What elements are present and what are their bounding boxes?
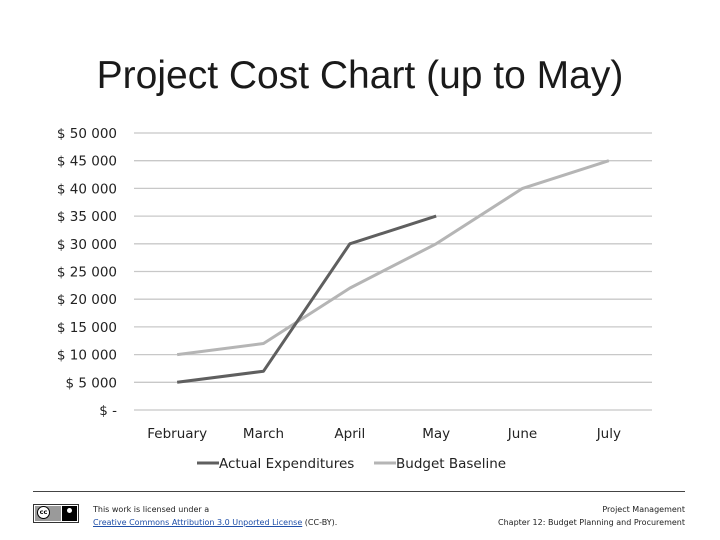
x-tick-label: April bbox=[334, 426, 365, 442]
y-tick-label: $ 20 000 bbox=[57, 292, 117, 308]
x-tick-label: June bbox=[507, 426, 537, 442]
y-tick-label: $ 45 000 bbox=[57, 154, 117, 170]
grid-lines bbox=[134, 132, 652, 411]
footer-divider bbox=[33, 491, 685, 492]
license-notice: This work is licensed under a Creative C… bbox=[93, 503, 337, 529]
chapter-title: Chapter 12: Budget Planning and Procurem… bbox=[498, 518, 685, 527]
y-tick-label: $ 15 000 bbox=[57, 320, 117, 336]
series-line-actual-expenditures bbox=[176, 214, 437, 384]
y-tick-label: $ 50 000 bbox=[57, 126, 117, 142]
by-badge bbox=[62, 506, 77, 521]
legend: Actual Expenditures Budget Baseline bbox=[197, 456, 506, 472]
x-tick-label: February bbox=[147, 426, 207, 442]
cc-by-icon[interactable]: cc bbox=[33, 504, 79, 523]
x-tick-label: May bbox=[422, 426, 450, 442]
license-link[interactable]: Creative Commons Attribution 3.0 Unporte… bbox=[93, 518, 303, 527]
x-axis: February March April May June July bbox=[147, 426, 621, 442]
y-tick-label: $ 10 000 bbox=[57, 348, 117, 364]
y-tick-label: $ 5 000 bbox=[65, 375, 117, 391]
x-tick-label: July bbox=[596, 426, 621, 442]
slide-title: Project Cost Chart (up to May) bbox=[96, 54, 624, 97]
y-axis: $ - $ 5 000 $ 10 000 $ 15 000 $ 20 000 $ 25 0… bbox=[57, 126, 117, 419]
y-tick-label: $ 35 000 bbox=[57, 209, 117, 225]
course-info: Project Management Chapter 12: Budget Pl… bbox=[498, 503, 685, 529]
x-tick-label: March bbox=[243, 426, 284, 442]
license-suffix: (CC-BY). bbox=[304, 518, 338, 527]
y-tick-label: $ - bbox=[99, 403, 117, 419]
cc-icon: cc bbox=[37, 506, 50, 519]
legend-label: Actual Expenditures bbox=[219, 456, 354, 472]
attribution-person-icon bbox=[67, 508, 72, 513]
legend-label: Budget Baseline bbox=[396, 456, 506, 472]
y-tick-label: $ 25 000 bbox=[57, 265, 117, 281]
y-tick-label: $ 40 000 bbox=[57, 181, 117, 197]
series-lines bbox=[176, 159, 610, 384]
course-title: Project Management bbox=[602, 505, 685, 514]
license-prefix: This work is licensed under a bbox=[93, 505, 210, 514]
y-tick-label: $ 30 000 bbox=[57, 237, 117, 253]
license-line: Creative Commons Attribution 3.0 Unporte… bbox=[93, 516, 337, 529]
series-line-budget-baseline bbox=[176, 159, 610, 357]
